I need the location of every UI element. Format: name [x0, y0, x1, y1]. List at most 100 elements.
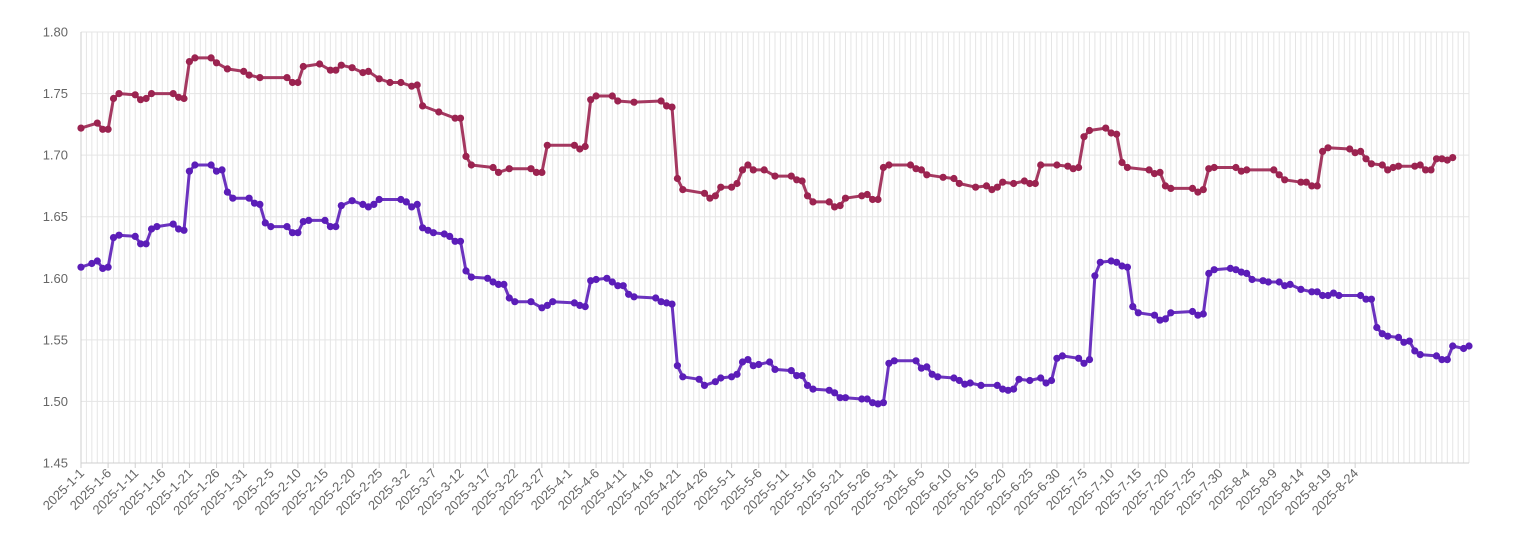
- data-point[interactable]: [885, 359, 893, 367]
- data-point[interactable]: [494, 168, 503, 176]
- data-point[interactable]: [1243, 269, 1251, 277]
- data-point[interactable]: [1047, 376, 1056, 385]
- data-point[interactable]: [576, 301, 584, 309]
- data-point[interactable]: [999, 385, 1007, 393]
- data-point[interactable]: [1243, 166, 1251, 174]
- data-point[interactable]: [1394, 333, 1403, 341]
- data-point[interactable]: [869, 195, 877, 204]
- data-point[interactable]: [570, 299, 579, 307]
- data-point[interactable]: [1150, 311, 1159, 319]
- data-point[interactable]: [1346, 145, 1354, 153]
- data-point[interactable]: [749, 362, 757, 370]
- data-point[interactable]: [1422, 166, 1430, 174]
- data-point[interactable]: [744, 356, 752, 364]
- data-point[interactable]: [1010, 179, 1018, 188]
- data-point[interactable]: [115, 90, 123, 98]
- data-point[interactable]: [1123, 263, 1131, 271]
- data-point[interactable]: [424, 226, 432, 234]
- data-point[interactable]: [532, 168, 541, 176]
- data-point[interactable]: [961, 380, 969, 388]
- data-point[interactable]: [1037, 374, 1045, 382]
- data-point[interactable]: [999, 178, 1007, 186]
- data-point[interactable]: [1015, 375, 1023, 383]
- data-point[interactable]: [359, 69, 367, 77]
- data-point[interactable]: [1270, 166, 1278, 174]
- data-point[interactable]: [375, 195, 383, 204]
- data-point[interactable]: [316, 60, 324, 68]
- data-point[interactable]: [229, 194, 237, 202]
- data-point[interactable]: [397, 195, 405, 204]
- data-point[interactable]: [717, 374, 725, 382]
- data-point[interactable]: [1286, 280, 1294, 288]
- data-point[interactable]: [673, 362, 682, 370]
- data-point[interactable]: [1432, 352, 1441, 360]
- data-point[interactable]: [793, 372, 801, 380]
- data-point[interactable]: [809, 198, 817, 206]
- data-point[interactable]: [321, 216, 329, 224]
- data-point[interactable]: [1432, 155, 1441, 163]
- data-point[interactable]: [1449, 342, 1457, 350]
- data-point[interactable]: [1096, 258, 1104, 266]
- data-point[interactable]: [1232, 163, 1240, 172]
- data-point[interactable]: [1308, 288, 1316, 296]
- data-point[interactable]: [1389, 163, 1397, 172]
- data-point[interactable]: [1156, 168, 1164, 176]
- data-point[interactable]: [858, 192, 866, 200]
- data-point[interactable]: [836, 394, 844, 402]
- data-point[interactable]: [1107, 129, 1115, 137]
- data-point[interactable]: [1367, 295, 1375, 303]
- data-point[interactable]: [511, 298, 519, 306]
- data-point[interactable]: [1357, 147, 1365, 155]
- data-point[interactable]: [332, 66, 340, 74]
- data-point[interactable]: [955, 179, 963, 188]
- data-point[interactable]: [603, 274, 611, 282]
- data-point[interactable]: [500, 280, 508, 288]
- data-point[interactable]: [207, 54, 215, 62]
- data-point[interactable]: [93, 257, 101, 265]
- data-point[interactable]: [668, 300, 676, 308]
- data-point[interactable]: [1102, 124, 1110, 132]
- data-point[interactable]: [831, 203, 839, 211]
- data-point[interactable]: [191, 54, 199, 62]
- data-point[interactable]: [798, 372, 806, 380]
- data-point[interactable]: [1226, 264, 1234, 272]
- data-point[interactable]: [1091, 272, 1099, 280]
- data-point[interactable]: [836, 202, 844, 210]
- data-point[interactable]: [570, 141, 579, 149]
- data-point[interactable]: [760, 166, 768, 174]
- data-point[interactable]: [592, 275, 600, 284]
- data-point[interactable]: [1427, 166, 1435, 174]
- data-point[interactable]: [1394, 162, 1403, 170]
- data-point[interactable]: [1199, 186, 1207, 194]
- data-point[interactable]: [1384, 166, 1392, 174]
- data-point[interactable]: [429, 229, 437, 237]
- data-point[interactable]: [218, 166, 226, 174]
- data-point[interactable]: [147, 90, 156, 98]
- data-point[interactable]: [825, 386, 833, 394]
- data-point[interactable]: [592, 92, 600, 100]
- data-point[interactable]: [1264, 278, 1272, 286]
- data-point[interactable]: [1194, 311, 1202, 319]
- data-point[interactable]: [1237, 167, 1245, 175]
- data-point[interactable]: [614, 97, 622, 105]
- data-point[interactable]: [652, 294, 660, 302]
- data-point[interactable]: [630, 98, 638, 106]
- data-point[interactable]: [1075, 163, 1083, 172]
- data-point[interactable]: [966, 379, 974, 387]
- data-point[interactable]: [1460, 344, 1468, 353]
- data-point[interactable]: [841, 194, 850, 202]
- data-point[interactable]: [1281, 176, 1289, 184]
- data-point[interactable]: [809, 385, 817, 393]
- data-point[interactable]: [283, 74, 291, 82]
- data-point[interactable]: [1302, 178, 1310, 186]
- data-point[interactable]: [451, 237, 459, 245]
- data-point[interactable]: [212, 167, 221, 175]
- data-point[interactable]: [77, 263, 85, 271]
- data-point[interactable]: [934, 373, 942, 381]
- data-point[interactable]: [1319, 147, 1327, 155]
- data-point[interactable]: [917, 166, 926, 174]
- data-point[interactable]: [1205, 165, 1213, 173]
- data-point[interactable]: [364, 67, 372, 75]
- data-point[interactable]: [1297, 285, 1305, 293]
- data-point[interactable]: [326, 223, 334, 231]
